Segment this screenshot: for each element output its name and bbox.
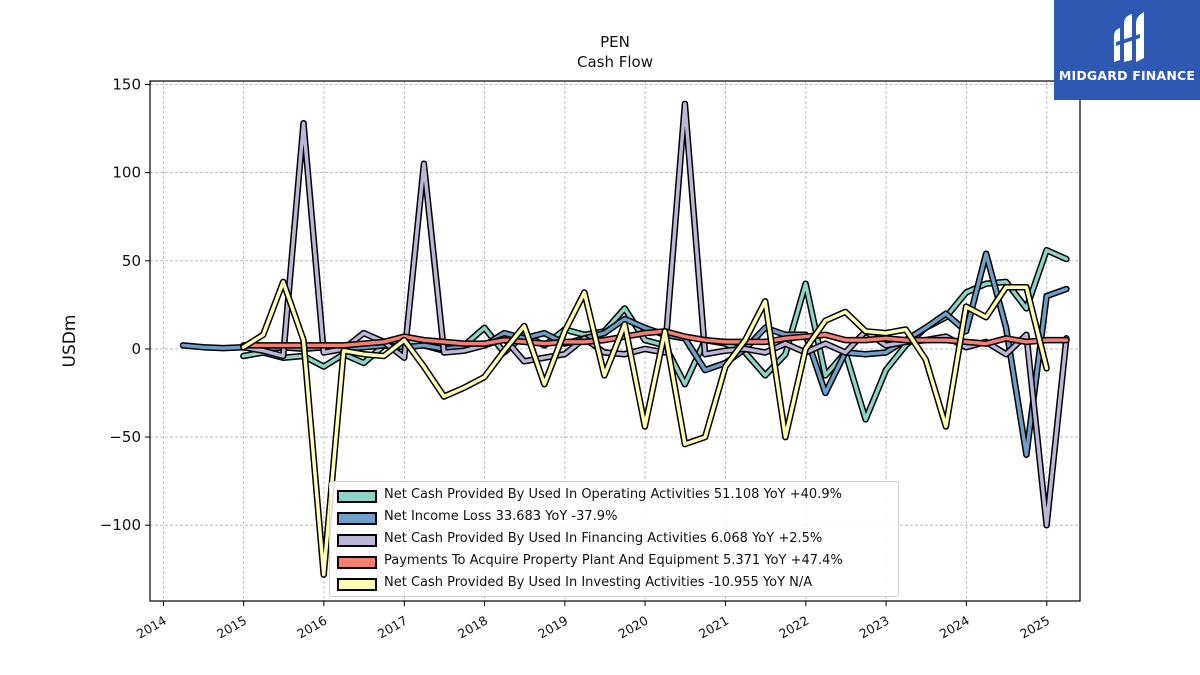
x-tick-label: 2024 (937, 613, 972, 642)
x-tick-label: 2018 (455, 613, 490, 642)
midgard-finance-logo: MIDGARD FINANCE (1054, 0, 1200, 100)
y-tick-label: 50 (122, 252, 141, 270)
x-tick-label: 2017 (375, 613, 410, 642)
y-tick-label: −100 (100, 516, 141, 534)
legend-swatch (337, 490, 377, 503)
chart-legend: Net Cash Provided By Used In Operating A… (329, 481, 899, 597)
legend-swatch (337, 556, 377, 569)
x-tick-label: 2025 (1017, 613, 1052, 642)
legend-label: Net Cash Provided By Used In Financing A… (384, 531, 823, 546)
x-tick-label: 2020 (616, 613, 651, 642)
x-tick-label: 2022 (776, 613, 811, 642)
legend-swatch (337, 578, 377, 591)
legend-swatch (337, 512, 377, 525)
x-tick-label: 2023 (857, 613, 892, 642)
series-line (241, 280, 1049, 577)
x-tick-label: 2014 (134, 613, 169, 642)
legend-label: Net Cash Provided By Used In Investing A… (384, 575, 813, 590)
x-tick-label: 2015 (214, 613, 249, 642)
y-tick-label: 150 (112, 76, 141, 94)
chart-title: PEN (600, 33, 630, 51)
y-tick-label: 0 (131, 340, 141, 358)
chart-subtitle: Cash Flow (577, 53, 653, 71)
series-3 (240, 328, 1070, 349)
series-line (241, 329, 1069, 348)
y-tick-label: −50 (109, 428, 141, 446)
plot-frame (149, 80, 1081, 602)
y-axis-label: USDm (60, 315, 80, 368)
series-4 (240, 278, 1050, 578)
brand-mark-icon (1114, 12, 1144, 62)
x-tick-label: 2021 (696, 613, 731, 642)
x-tick-label: 2019 (535, 613, 570, 642)
legend-label: Net Cash Provided By Used In Operating A… (384, 487, 842, 502)
legend-label: Payments To Acquire Property Plant And E… (384, 553, 843, 568)
y-tick-label: 100 (112, 164, 141, 182)
x-tick-label: 2016 (294, 613, 329, 642)
legend-swatch (337, 534, 377, 547)
legend-label: Net Income Loss 33.683 YoY -37.9% (384, 509, 618, 524)
logo-text: MIDGARD FINANCE (1058, 68, 1196, 83)
